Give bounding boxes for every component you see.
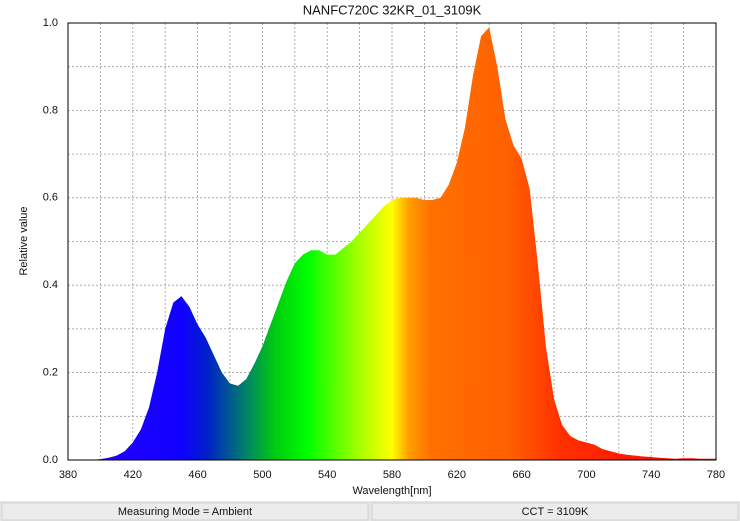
y-tick-label: 0.0 (43, 454, 58, 466)
spectrum-area (68, 27, 716, 461)
x-tick-label: 420 (124, 469, 142, 481)
status-cell (371, 502, 739, 521)
status-cell (1, 502, 369, 521)
x-axis-label: Wavelength[nm] (352, 485, 431, 497)
x-tick-label: 780 (707, 469, 725, 481)
y-tick-label: 0.8 (43, 104, 58, 116)
y-tick-label: 0.4 (43, 279, 58, 291)
x-tick-label: 620 (448, 469, 466, 481)
x-tick-label: 740 (642, 469, 660, 481)
cct: CCT = 3109K (522, 506, 589, 518)
x-tick-label: 580 (383, 469, 401, 481)
x-tick-label: 500 (253, 469, 271, 481)
y-axis-label: Relative value (18, 206, 30, 275)
plot-frame (67, 22, 717, 461)
measuring-mode: Measuring Mode = Ambient (118, 506, 252, 518)
y-tick-label: 1.0 (43, 17, 58, 29)
y-tick-label: 0.6 (43, 192, 58, 204)
x-tick-label: 700 (577, 469, 595, 481)
y-tick-label: 0.2 (43, 367, 58, 379)
chart-title: NANFC720C 32KR_01_3109K (303, 2, 482, 17)
x-tick-label: 540 (318, 469, 336, 481)
x-tick-label: 460 (188, 469, 206, 481)
x-tick-label: 660 (512, 469, 530, 481)
x-tick-label: 380 (59, 469, 77, 481)
